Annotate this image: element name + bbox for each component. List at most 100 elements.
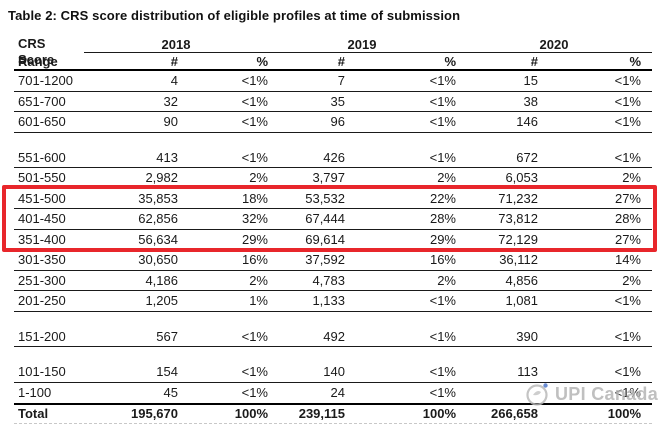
value-cell: 2% (437, 272, 456, 288)
value-cell: 18% (241, 190, 268, 206)
value-cell: 1,081 (505, 293, 538, 309)
value-cell: <1% (614, 293, 641, 309)
range-cell: Total (18, 406, 49, 422)
value-cell: <1% (614, 149, 641, 165)
value-cell: 4,856 (505, 272, 538, 288)
value-cell: 29% (241, 231, 268, 247)
range-cell: 101-150 (18, 364, 66, 380)
value-cell: 2% (437, 170, 456, 186)
year-header-group: 2018 2019 2020 (84, 36, 652, 53)
value-cell: 67,444 (305, 211, 345, 227)
value-cell: 195,670 (131, 406, 178, 422)
value-cell: 14% (614, 252, 641, 268)
column-header-percent-2020: % (629, 53, 641, 69)
value-cell: 37,592 (305, 252, 345, 268)
value-cell: 426 (323, 149, 345, 165)
value-cell: 27% (614, 231, 641, 247)
value-cell: <1% (614, 385, 641, 401)
table-row: 301-350 30,650 16% 37,592 16% 36,112 14% (14, 250, 652, 271)
spacer-row (14, 312, 652, 327)
table-row: 351-400 56,634 29% 69,614 29% 72,129 27% (14, 230, 652, 250)
value-cell: <1% (614, 114, 641, 130)
value-cell: 266,658 (491, 406, 538, 422)
table-header-columns: Range # % # % # % (14, 53, 652, 71)
value-cell: 45 (163, 385, 178, 401)
table-row: 251-300 4,186 2% 4,783 2% 4,856 2% (14, 271, 652, 291)
spacer-row (14, 133, 652, 148)
range-cell: 401-450 (18, 211, 66, 227)
value-cell: 29% (429, 231, 456, 247)
table-row: 151-200 567 <1% 492 <1% 390 <1% (14, 327, 652, 347)
value-cell: 53,532 (305, 190, 345, 206)
value-cell: 4,186 (145, 272, 178, 288)
range-cell: 601-650 (18, 114, 66, 130)
value-cell: <1% (614, 93, 641, 109)
range-cell: 1-100 (18, 385, 52, 401)
value-cell: <1% (429, 73, 456, 89)
value-cell: 35,853 (138, 190, 178, 206)
value-cell: 16% (429, 252, 456, 268)
value-cell: 6,053 (505, 170, 538, 186)
value-cell: 62,856 (138, 211, 178, 227)
table-row: 551-600 413 <1% 426 <1% 672 <1% (14, 148, 652, 168)
table-row: 701-1200 4 <1% 7 <1% 15 <1% (14, 71, 652, 92)
range-cell: 451-500 (18, 190, 66, 206)
range-cell: 351-400 (18, 231, 66, 247)
value-cell: 2% (622, 170, 641, 186)
value-cell: <1% (429, 93, 456, 109)
column-header-percent-2019: % (444, 53, 456, 69)
value-cell: 32% (241, 211, 268, 227)
corner-header-line1: CRS Score (18, 36, 55, 67)
value-cell: 146 (516, 114, 538, 130)
value-cell: 30,650 (138, 252, 178, 268)
value-cell: 72,129 (498, 231, 538, 247)
value-cell: 96 (330, 114, 345, 130)
page-title: Table 2: CRS score distribution of eligi… (8, 8, 461, 23)
value-cell: <1% (614, 73, 641, 89)
value-cell: 113 (517, 364, 538, 380)
column-header-percent-2018: % (256, 53, 268, 69)
value-cell: 7 (337, 73, 345, 89)
range-cell: 301-350 (18, 252, 66, 268)
value-cell: 71,232 (498, 190, 538, 206)
value-cell: <1% (241, 73, 268, 89)
value-cell: 1% (249, 293, 268, 309)
value-cell: 100% (422, 406, 456, 422)
value-cell: <1% (241, 149, 268, 165)
value-cell: <1% (429, 114, 456, 130)
value-cell: 239,115 (298, 406, 345, 422)
value-cell: <1% (241, 328, 268, 344)
value-cell: 100% (234, 406, 268, 422)
table-row: 1-100 45 <1% 24 <1% <1% (14, 383, 652, 404)
value-cell: <1% (429, 149, 456, 165)
value-cell: 3,797 (312, 170, 345, 186)
year-label-2018: 2018 (161, 36, 191, 52)
table-body: 701-1200 4 <1% 7 <1% 15 <1% 651-700 32 <1% 35 <1% 38… (14, 71, 652, 424)
value-cell: 1,133 (312, 293, 345, 309)
value-cell: 4 (170, 73, 178, 89)
column-header-count-2019: # (337, 53, 345, 69)
value-cell: <1% (429, 293, 456, 309)
value-cell: <1% (614, 364, 641, 380)
value-cell: 567 (156, 328, 178, 344)
value-cell: 16% (241, 252, 268, 268)
corner-header-line2: Range (18, 53, 58, 69)
value-cell: 28% (614, 211, 641, 227)
value-cell: 28% (429, 211, 456, 227)
value-cell: 32 (163, 93, 178, 109)
value-cell: 672 (516, 149, 538, 165)
value-cell: <1% (429, 328, 456, 344)
range-cell: 251-300 (18, 272, 66, 288)
value-cell: 2% (622, 272, 641, 288)
value-cell: 15 (523, 73, 538, 89)
value-cell: 492 (323, 328, 345, 344)
value-cell: 413 (156, 149, 178, 165)
value-cell: 36,112 (499, 252, 538, 268)
value-cell: <1% (241, 364, 268, 380)
value-cell: 38 (523, 93, 538, 109)
value-cell: 2% (249, 272, 268, 288)
value-cell: 2,982 (145, 170, 178, 186)
crs-table: CRS Score 2018 2019 2020 Range # % # % #… (14, 36, 652, 424)
year-label-2020: 2020 (539, 36, 569, 52)
